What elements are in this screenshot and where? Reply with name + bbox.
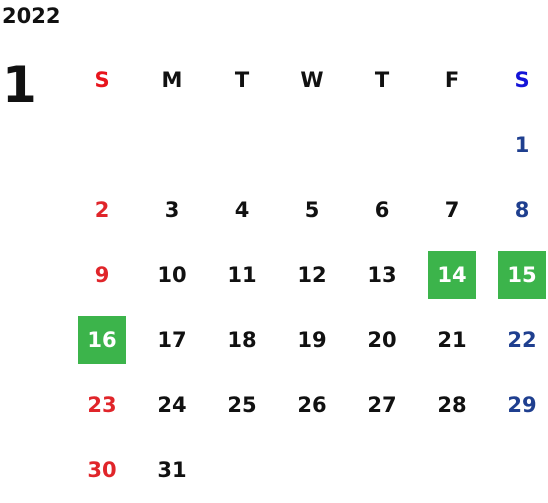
day: 11	[227, 263, 257, 287]
day: 21	[437, 328, 467, 352]
day: 25	[227, 393, 257, 417]
day: 17	[157, 328, 187, 352]
highlighted-day: 15	[498, 251, 546, 299]
day: 22	[507, 328, 537, 352]
weekday-header: M	[161, 68, 183, 92]
highlighted-day: 14	[428, 251, 476, 299]
day: 13	[367, 263, 397, 287]
day: 30	[87, 458, 117, 482]
weekday-header: S	[514, 68, 530, 92]
day: 3	[164, 198, 180, 222]
weekday-header: F	[444, 68, 460, 92]
day: 24	[157, 393, 187, 417]
day: 28	[437, 393, 467, 417]
weekday-header: T	[234, 68, 250, 92]
day: 19	[297, 328, 327, 352]
day: 31	[157, 458, 187, 482]
month: 1	[2, 56, 37, 114]
day: 23	[87, 393, 117, 417]
day: 18	[227, 328, 257, 352]
day: 12	[297, 263, 327, 287]
day: 2	[94, 198, 110, 222]
day: 10	[157, 263, 187, 287]
day: 7	[444, 198, 460, 222]
day: 27	[367, 393, 397, 417]
day: 5	[304, 198, 320, 222]
day: 6	[374, 198, 390, 222]
weekday-header: W	[300, 68, 324, 92]
weekday-header: S	[94, 68, 110, 92]
day: 20	[367, 328, 397, 352]
day: 8	[514, 198, 530, 222]
day: 29	[507, 393, 537, 417]
weekday-header: T	[374, 68, 390, 92]
day: 1	[514, 133, 530, 157]
highlighted-day: 16	[78, 316, 126, 364]
day: 26	[297, 393, 327, 417]
year: 2022	[2, 4, 61, 28]
day: 9	[94, 263, 110, 287]
day: 4	[234, 198, 250, 222]
